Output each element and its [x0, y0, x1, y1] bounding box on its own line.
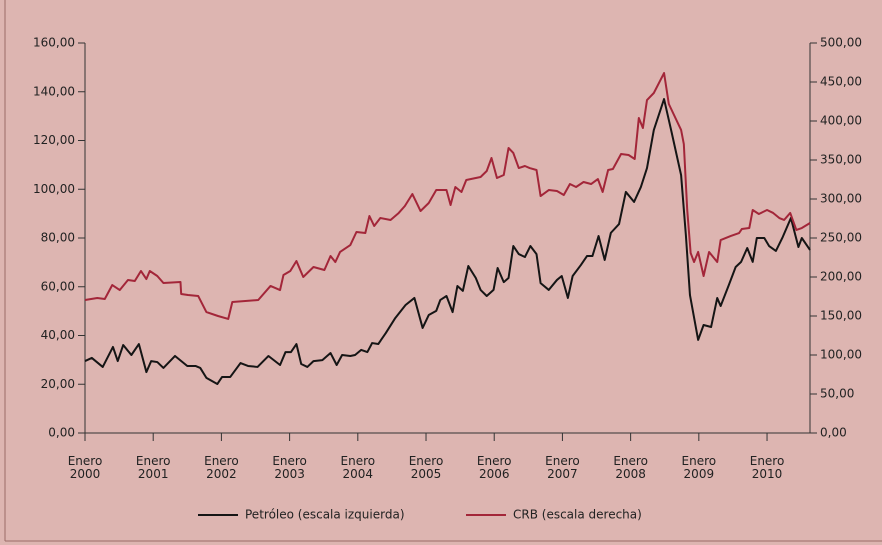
x-tick-label: Enero 2001 — [135, 454, 171, 481]
y2-tick-label: 250,00 — [820, 231, 862, 245]
y2-tick-label: 50,00 — [820, 387, 854, 401]
legend-label: CRB (escala derecha) — [513, 508, 642, 522]
x-tick-label: Enero 2007 — [545, 454, 580, 481]
y2-tick-label: 500,00 — [820, 36, 862, 50]
y2-tick-label: 350,00 — [820, 153, 862, 167]
y2-tick-label: 100,00 — [820, 348, 862, 362]
x-tick-label: Enero 2006 — [476, 454, 512, 481]
y2-tick-label: 0,00 — [820, 426, 847, 440]
x-tick-label: Enero 2003 — [272, 454, 307, 481]
x-tick-label: Enero 2010 — [749, 454, 785, 481]
y-tick-label: 120,00 — [33, 133, 75, 147]
x-tick-label: Enero 2004 — [340, 454, 376, 481]
x-tick-label: Enero 2002 — [204, 454, 239, 481]
y-tick-label: 80,00 — [41, 231, 75, 245]
series-line — [84, 98, 811, 386]
x-tick-label: Enero 2008 — [613, 454, 648, 481]
y-tick-label: 0,00 — [48, 426, 75, 440]
x-tick-label: Enero 2005 — [408, 454, 444, 481]
y2-tick-label: 150,00 — [820, 309, 862, 323]
y-tick-label: 140,00 — [33, 84, 75, 98]
legend-label: Petróleo (escala izquierda) — [245, 508, 405, 522]
x-tick-label: Enero 2009 — [681, 454, 717, 481]
y2-tick-label: 400,00 — [820, 114, 862, 128]
x-tick-label: Enero 2000 — [67, 454, 103, 481]
series-line — [84, 72, 811, 320]
y2-tick-label: 200,00 — [820, 270, 862, 284]
y-tick-label: 160,00 — [33, 36, 75, 50]
y-tick-label: 40,00 — [41, 328, 75, 342]
y2-tick-label: 450,00 — [820, 75, 862, 89]
y2-tick-label: 300,00 — [820, 192, 862, 206]
y-tick-label: 20,00 — [41, 377, 75, 391]
y-tick-label: 60,00 — [41, 279, 75, 293]
y-tick-label: 100,00 — [33, 182, 75, 196]
